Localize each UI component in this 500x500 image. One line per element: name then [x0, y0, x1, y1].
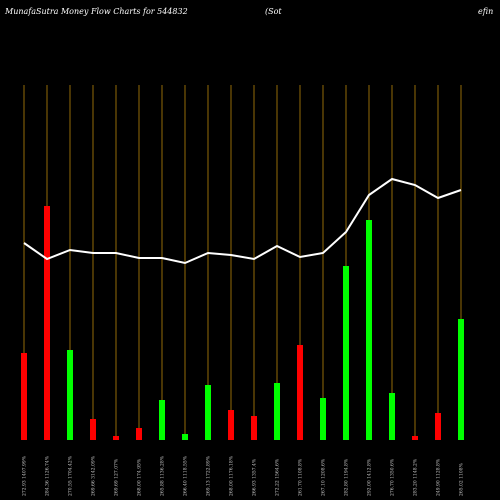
x-tick-label: 283.20 1148.2% — [413, 458, 419, 496]
bar — [205, 385, 211, 440]
bar — [458, 319, 464, 440]
x-tick-label: 249.90 1128.8% — [436, 458, 442, 496]
x-tick-label: 292.00 1412.8% — [367, 458, 373, 496]
x-tick-label: 282.80 1194.8% — [344, 458, 350, 496]
bar — [297, 345, 303, 440]
x-tick-label: 272.22 1564.6% — [275, 458, 281, 496]
money-flow-line — [23, 177, 462, 265]
x-tick-label: 261.70 1108.8% — [298, 458, 304, 496]
x-tick-label: 267.10 1208.6% — [321, 458, 327, 496]
x-tick-label: 265.88 1136.28% — [160, 455, 166, 496]
x-tick-label: 268.00 174.95% — [137, 458, 143, 496]
bar — [366, 220, 372, 440]
bar — [44, 206, 50, 440]
x-tick-label: 272.93 1407.99% — [22, 455, 28, 496]
x-tick-label: 268.00 1176.18% — [229, 455, 235, 496]
bar — [90, 419, 96, 440]
x-tick-label: 269.66 3142.09% — [91, 455, 97, 496]
chart-title-mid: (Sot — [265, 7, 282, 16]
bar — [159, 400, 165, 440]
x-tick-label: 270.55 1704.42% — [68, 455, 74, 496]
bar — [274, 383, 280, 440]
bar — [389, 393, 395, 440]
bar — [182, 434, 188, 440]
x-tick-label: 269.69 127.07% — [114, 458, 120, 496]
bar — [228, 410, 234, 440]
bar — [251, 416, 257, 440]
chart-title: MunafaSutra Money Flow Charts for 544832 — [4, 7, 188, 16]
bar — [113, 436, 119, 440]
bar — [21, 353, 27, 440]
bar — [67, 350, 73, 440]
x-tick-label: 276.70 1350.6% — [390, 458, 396, 496]
bar — [136, 428, 142, 440]
bar — [412, 436, 418, 440]
x-tick-label: 269.13 1722.89% — [206, 455, 212, 496]
bar — [320, 398, 326, 440]
x-tick-label: 266.40 1118.55% — [183, 455, 189, 496]
x-tick-label: 284.36 1126.74% — [45, 455, 51, 496]
x-tick-label: 266.93 1357.4% — [252, 458, 258, 496]
x-tick-label: 265.02 1108% — [459, 462, 465, 496]
bar — [435, 413, 441, 440]
chart-title-right: efin — [478, 7, 493, 16]
bar — [343, 266, 349, 440]
